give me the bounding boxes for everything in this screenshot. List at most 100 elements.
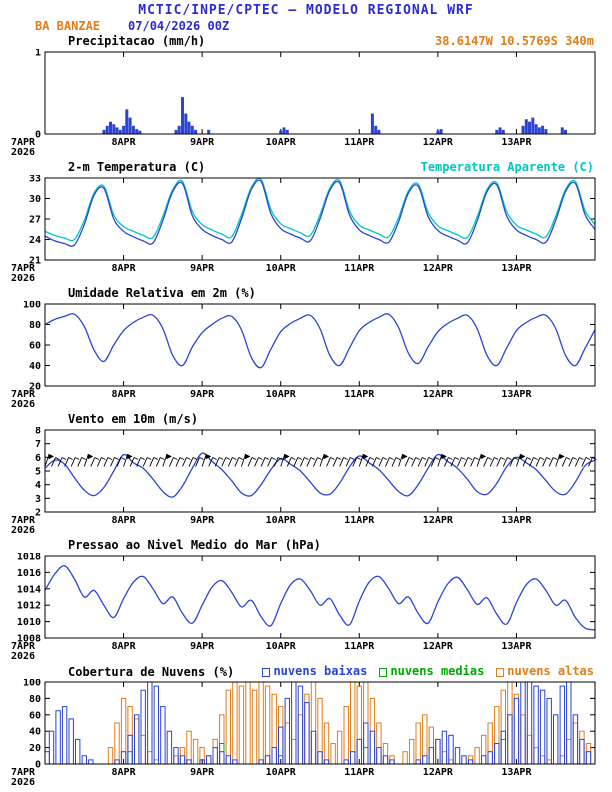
svg-text:2026: 2026 [11, 399, 35, 410]
temperature-title: 2-m Temperatura (C) [68, 160, 206, 174]
page-header: MCTIC/INPE/CPTEC — MODELO REGIONAL WRF B… [0, 3, 612, 34]
svg-text:11APR: 11APR [344, 767, 375, 778]
svg-text:10APR: 10APR [266, 263, 297, 274]
svg-text:100: 100 [23, 679, 41, 689]
run-datetime: 07/04/2026 00Z [128, 19, 230, 33]
svg-text:9APR: 9APR [190, 263, 215, 274]
svg-text:7APR: 7APR [11, 137, 36, 148]
wind-title: Vento em 10m (m/s) [68, 412, 199, 426]
panel-temperature: 2-m Temperatura (C) Temperatura Aparente… [0, 160, 612, 284]
pressure-header: Pressao ao Nivel Medio do Mar (hPa) [0, 538, 612, 553]
svg-text:11APR: 11APR [344, 389, 375, 400]
svg-text:8APR: 8APR [112, 389, 137, 400]
svg-text:1012: 1012 [17, 601, 41, 612]
svg-text:1008: 1008 [17, 634, 41, 645]
wind-header: Vento em 10m (m/s) [0, 412, 612, 427]
svg-text:2: 2 [35, 508, 41, 519]
svg-text:20: 20 [29, 743, 41, 754]
svg-text:10APR: 10APR [266, 641, 297, 652]
svg-text:2026: 2026 [11, 147, 35, 158]
svg-text:40: 40 [29, 361, 41, 372]
svg-text:7APR: 7APR [11, 767, 36, 778]
cloud-legend: nuvens baixas nuvens medias nuvens altas [262, 664, 594, 679]
svg-text:13APR: 13APR [501, 263, 532, 274]
page-subtitle: BA BANZAE 07/04/2026 00Z [0, 19, 612, 34]
page-title: MCTIC/INPE/CPTEC — MODELO REGIONAL WRF [138, 3, 474, 18]
station-name: BA BANZAE [35, 19, 101, 33]
svg-text:10APR: 10APR [266, 389, 297, 400]
svg-text:12APR: 12APR [423, 389, 454, 400]
svg-text:12APR: 12APR [423, 515, 454, 526]
svg-text:13APR: 13APR [501, 767, 532, 778]
svg-text:9APR: 9APR [190, 641, 215, 652]
legend-item-high-clouds: nuvens altas [496, 664, 594, 679]
svg-text:12APR: 12APR [423, 137, 454, 148]
svg-text:0: 0 [35, 760, 41, 771]
humidity-header: Umidade Relativa em 2m (%) [0, 286, 612, 301]
humidity-title: Umidade Relativa em 2m (%) [68, 286, 256, 300]
svg-text:10APR: 10APR [266, 515, 297, 526]
panel-humidity: Umidade Relativa em 2m (%) 20 40 60 80 100 7A… [0, 286, 612, 410]
svg-text:13APR: 13APR [501, 389, 532, 400]
svg-text:10APR: 10APR [266, 137, 297, 148]
svg-text:7APR: 7APR [11, 641, 36, 652]
svg-text:24: 24 [29, 235, 41, 246]
panel-cloud-cover: Cobertura de Nuvens (%) nuvens baixas nu… [0, 664, 612, 788]
svg-text:7APR: 7APR [11, 263, 36, 274]
svg-text:60: 60 [29, 710, 41, 721]
svg-text:8APR: 8APR [112, 137, 137, 148]
svg-text:21: 21 [29, 256, 41, 267]
svg-text:80: 80 [29, 694, 41, 705]
apparent-temperature-label: Temperatura Aparente (C) [420, 160, 594, 174]
svg-text:10APR: 10APR [266, 767, 297, 778]
cloud-cover-header: Cobertura de Nuvens (%) nuvens baixas nu… [0, 664, 612, 679]
svg-text:13APR: 13APR [501, 515, 532, 526]
svg-text:60: 60 [29, 341, 41, 352]
svg-text:11APR: 11APR [344, 515, 375, 526]
svg-text:9APR: 9APR [190, 137, 215, 148]
svg-text:30: 30 [29, 194, 41, 205]
svg-text:1010: 1010 [17, 617, 41, 628]
svg-text:11APR: 11APR [344, 641, 375, 652]
svg-text:12APR: 12APR [423, 641, 454, 652]
svg-text:20: 20 [29, 382, 41, 393]
svg-text:8APR: 8APR [112, 641, 137, 652]
low-clouds-label: nuvens baixas [273, 664, 368, 678]
svg-text:11APR: 11APR [344, 263, 375, 274]
svg-text:1: 1 [35, 49, 41, 59]
svg-text:2026: 2026 [11, 651, 35, 662]
medium-clouds-swatch-icon [379, 668, 388, 677]
svg-text:4: 4 [35, 480, 41, 491]
svg-text:1016: 1016 [17, 568, 41, 579]
svg-text:8: 8 [35, 427, 41, 437]
svg-text:0: 0 [35, 130, 41, 141]
svg-text:6: 6 [35, 453, 41, 464]
svg-text:13APR: 13APR [501, 137, 532, 148]
svg-text:5: 5 [35, 467, 41, 478]
medium-clouds-label: nuvens medias [390, 664, 485, 678]
svg-text:8APR: 8APR [112, 263, 137, 274]
panel-pressure: Pressao ao Nivel Medio do Mar (hPa) 1008… [0, 538, 612, 662]
panel-precipitation: Precipitacao (mm/h) 38.6147W 10.5769S 34… [0, 34, 612, 158]
svg-text:7: 7 [35, 439, 41, 450]
pressure-title: Pressao ao Nivel Medio do Mar (hPa) [68, 538, 321, 552]
svg-text:2026: 2026 [11, 777, 35, 788]
svg-text:1018: 1018 [17, 553, 41, 563]
svg-text:2026: 2026 [11, 273, 35, 284]
svg-text:12APR: 12APR [423, 263, 454, 274]
svg-text:100: 100 [23, 301, 41, 311]
svg-text:33: 33 [29, 175, 41, 185]
svg-text:80: 80 [29, 320, 41, 331]
svg-text:1014: 1014 [17, 584, 41, 595]
precipitation-header: Precipitacao (mm/h) 38.6147W 10.5769S 34… [0, 34, 612, 49]
svg-text:8APR: 8APR [112, 767, 137, 778]
svg-text:9APR: 9APR [190, 515, 215, 526]
svg-text:27: 27 [29, 215, 41, 226]
svg-text:9APR: 9APR [190, 389, 215, 400]
svg-text:40: 40 [29, 727, 41, 738]
